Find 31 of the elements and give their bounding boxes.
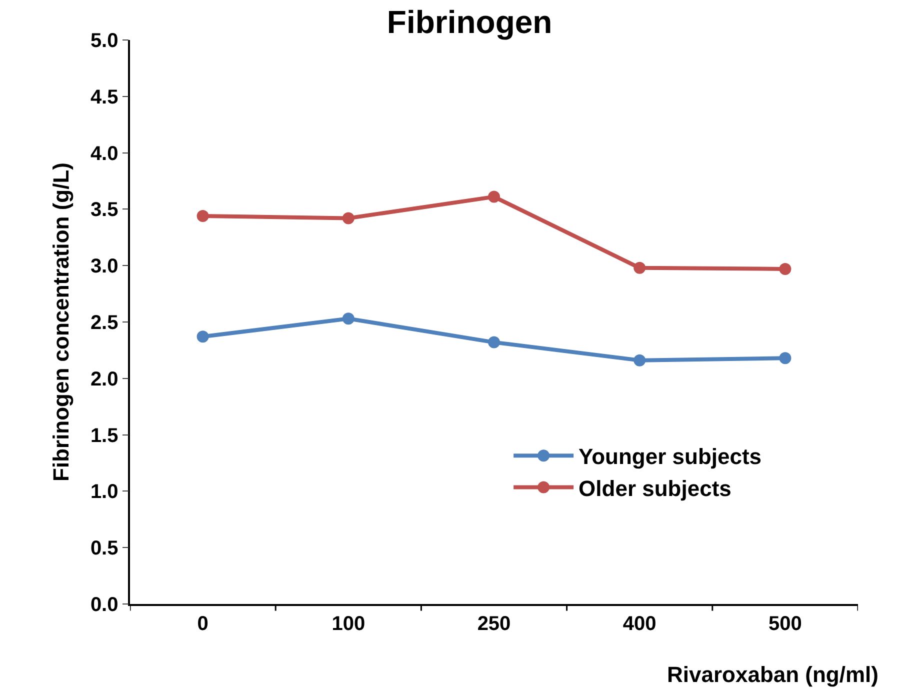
point [342, 212, 354, 224]
x-tick-label: 0 [197, 612, 208, 635]
point [634, 262, 646, 274]
x-tick-label: 500 [768, 612, 802, 635]
point [634, 354, 646, 366]
y-tick-label: 1.5 [90, 424, 118, 447]
x-tick-label: 250 [477, 612, 511, 635]
x-tick-label: 400 [622, 612, 656, 635]
x-tick-label: 100 [332, 612, 366, 635]
y-tick-label: 4.5 [90, 86, 118, 108]
point [779, 352, 792, 364]
x-axis-title: Rivaroxaban (ng/ml) [667, 662, 878, 687]
legend-label: Older subjects [578, 476, 732, 501]
y-tick-label: 2.5 [90, 312, 118, 334]
y-tick-label: 2.0 [90, 368, 118, 390]
point [488, 190, 500, 203]
y-tick-label: 5.0 [90, 30, 118, 52]
point [779, 262, 792, 275]
legend-label: Younger subjects [578, 444, 762, 470]
y-tick-label: 3.0 [90, 256, 118, 278]
point [196, 330, 209, 343]
point [488, 336, 500, 348]
y-tick-label: 0.5 [90, 538, 118, 560]
y-tick-label: 4.0 [90, 142, 118, 165]
point [196, 210, 209, 222]
y-tick-label: 3.5 [90, 199, 118, 222]
y-axis-title: Fibrinogen concentration (g/L) [48, 162, 74, 482]
point [342, 312, 354, 325]
y-tick-label: 0.0 [90, 594, 118, 616]
y-tick-label: 1.0 [90, 481, 118, 504]
chart-title: Fibrinogen [386, 4, 552, 40]
